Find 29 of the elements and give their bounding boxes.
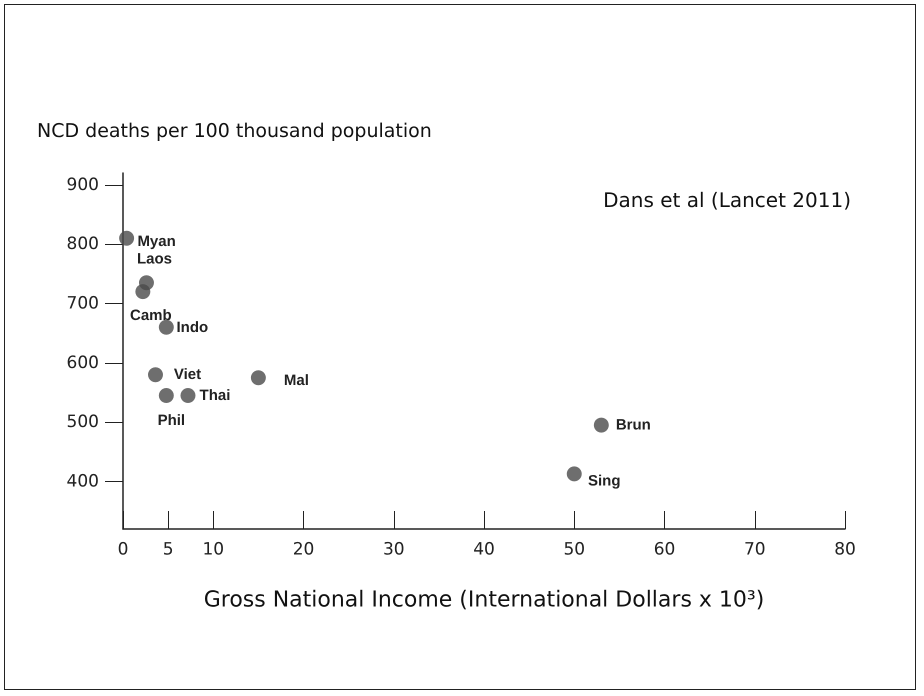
annotation: Brun bbox=[616, 416, 651, 434]
x-tick-label: 80 bbox=[834, 540, 856, 560]
annotation: Laos bbox=[136, 250, 172, 268]
y-tick-label: 500 bbox=[66, 412, 99, 432]
x-tick-label: 5 bbox=[162, 540, 174, 560]
annotation: Indo bbox=[176, 318, 208, 336]
annotation: Thai bbox=[200, 387, 230, 404]
annotation: Phil bbox=[158, 412, 186, 429]
annotation: Dans et al (Lancet 2011) bbox=[603, 188, 852, 212]
x-axis-title: Gross National Income (International Dollars x 10³) bbox=[204, 588, 764, 612]
annotation: Mal bbox=[284, 372, 309, 390]
x-tick-label: 40 bbox=[473, 540, 495, 560]
annotation: Sing bbox=[588, 472, 620, 490]
x-tick-label: 10 bbox=[202, 540, 224, 560]
x-tick-label: 20 bbox=[292, 540, 314, 560]
y-tick-label: 400 bbox=[66, 472, 99, 492]
y-tick-label: 900 bbox=[66, 174, 99, 195]
y-tick-label: 600 bbox=[66, 352, 99, 373]
x-tick-label: 0 bbox=[118, 540, 128, 560]
y-tick-label: 700 bbox=[66, 294, 99, 314]
x-tick-label: 60 bbox=[654, 540, 676, 560]
y-tick-label: 800 bbox=[66, 234, 99, 254]
annotation: Viet bbox=[174, 366, 202, 384]
annotation: Camb bbox=[130, 307, 172, 324]
x-tick-label: 70 bbox=[744, 540, 766, 560]
x-tick-label: 30 bbox=[382, 540, 405, 560]
x-tick-label: 50 bbox=[563, 540, 586, 560]
y-axis-title: NCD deaths per 100 thousand population bbox=[37, 120, 432, 142]
annotation: Myan bbox=[137, 232, 176, 250]
